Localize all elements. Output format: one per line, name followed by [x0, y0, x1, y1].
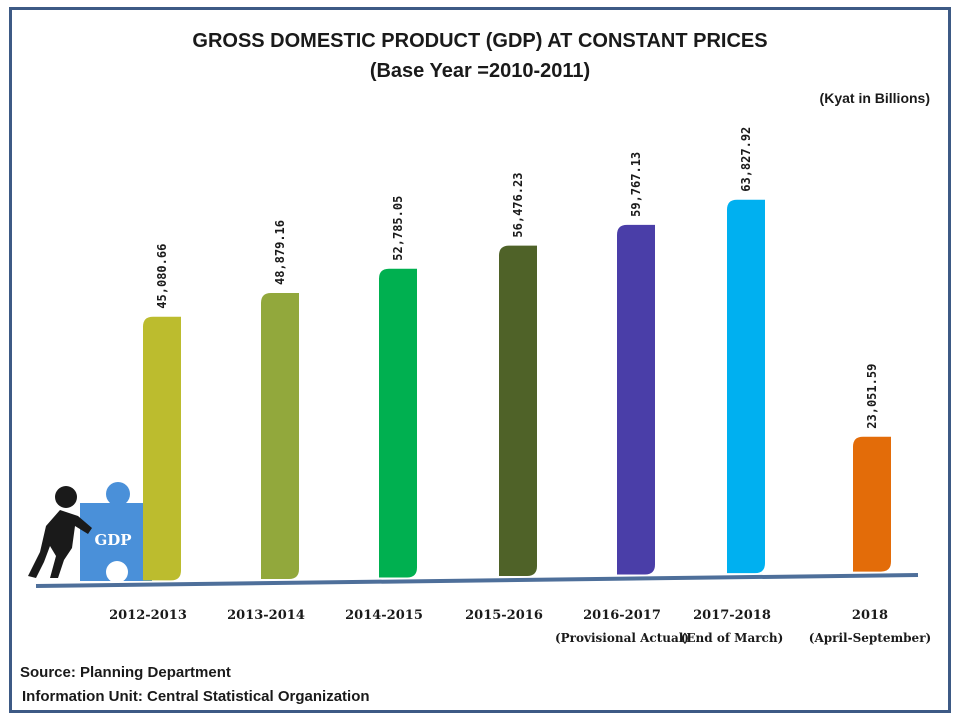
bar-2015-2016	[499, 245, 537, 576]
value-label: 23,051.59	[865, 364, 879, 429]
info-unit-line: Information Unit: Central Statistical Or…	[22, 688, 370, 705]
value-label: 59,767.13	[629, 152, 643, 217]
bar-2016-2017	[617, 224, 655, 575]
x-tick-label: 2015-2016	[465, 608, 543, 623]
value-label: 56,476.23	[511, 173, 525, 238]
bar-2017-2018	[727, 199, 765, 574]
bar-2018	[853, 436, 891, 572]
gdp-puzzle-label: GDP	[94, 531, 131, 549]
x-tick-label: 2016-2017	[583, 608, 661, 623]
bar-2013-2014	[261, 293, 299, 579]
x-axis-line	[35, 573, 919, 588]
person-pushing-puzzle-icon: GDP	[28, 482, 160, 583]
value-label: 52,785.05	[391, 196, 405, 261]
chart-frame	[9, 7, 951, 713]
person-body	[28, 510, 92, 578]
value-label: 63,827.92	[739, 127, 753, 192]
bars-group	[143, 199, 891, 581]
x-tick-note: (Provisional Actual)	[555, 631, 689, 645]
x-tick-label: 2018	[852, 608, 888, 623]
puzzle-notch-bottom	[106, 561, 128, 583]
x-tick-note: (April-September)	[809, 631, 931, 645]
unit-label: (Kyat in Billions)	[819, 90, 930, 106]
value-label: 48,879.16	[273, 220, 287, 285]
value-labels-group: 45,080.66 48,879.16 52,785.05 56,476.23 59,7…	[155, 127, 879, 429]
value-label: 45,080.66	[155, 244, 169, 309]
person-head	[55, 486, 77, 508]
x-labels-group: 2012-2013 2013-2014 2014-2015 2015-2016 2016…	[109, 608, 931, 645]
source-line: Source: Planning Department	[20, 664, 231, 681]
bar-2012-2013	[143, 316, 181, 581]
x-tick-label: 2013-2014	[227, 608, 305, 623]
x-tick-label: 2012-2013	[109, 608, 187, 623]
x-tick-note: (End of March)	[681, 631, 784, 645]
chart-title: GROSS DOMESTIC PRODUCT (GDP) AT CONSTANT…	[192, 30, 768, 52]
puzzle-knob-top	[106, 482, 130, 506]
x-tick-label: 2017-2018	[693, 608, 771, 623]
bar-2014-2015	[379, 268, 417, 578]
chart-subtitle: (Base Year =2010-2011)	[369, 60, 591, 82]
x-tick-label: 2014-2015	[345, 608, 423, 623]
